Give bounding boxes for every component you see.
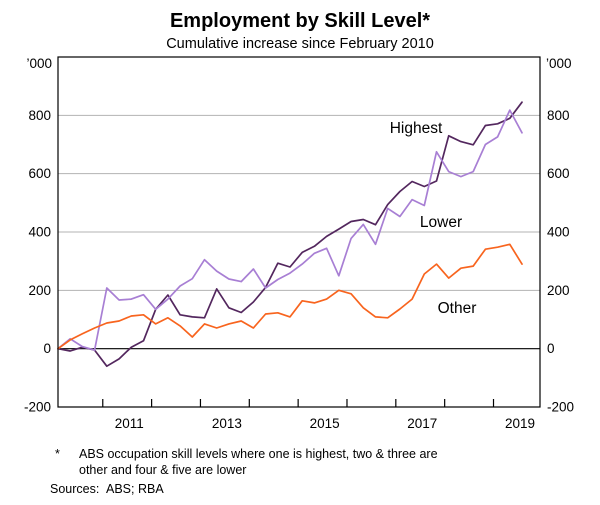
series-labels: Highest Lower Other bbox=[390, 120, 477, 317]
y-tick-label-right--200: -200 bbox=[547, 400, 574, 415]
series-lines bbox=[57, 101, 523, 368]
gridlines bbox=[58, 114, 540, 350]
x-year-label-2015: 2015 bbox=[310, 416, 340, 431]
series-label-lower: Lower bbox=[420, 214, 462, 231]
x-axis-ticks bbox=[102, 399, 495, 407]
y-axis-unit-right: ’000 bbox=[546, 56, 572, 71]
x-year-label-2019: 2019 bbox=[505, 416, 535, 431]
x-year-label-2013: 2013 bbox=[212, 416, 242, 431]
y-tick-label-right-0: 0 bbox=[547, 341, 555, 356]
y-axis-unit-left: ’000 bbox=[26, 56, 52, 71]
x-year-label-2017: 2017 bbox=[407, 416, 437, 431]
plot-frame bbox=[57, 56, 541, 408]
chart-subtitle: Cumulative increase since February 2010 bbox=[166, 36, 434, 52]
series-line-lower bbox=[57, 109, 523, 351]
x-year-label-2011: 2011 bbox=[115, 416, 144, 431]
x-axis-labels: 2011 2013 2015 2017 2019 bbox=[115, 416, 535, 431]
footnote: * ABS occupation skill levels where one … bbox=[50, 447, 438, 496]
sources-label: Sources: bbox=[50, 482, 99, 496]
y-tick-label-left-600: 600 bbox=[28, 166, 51, 181]
y-tick-label-left-200: 200 bbox=[28, 283, 51, 298]
footnote-marker: * bbox=[55, 447, 60, 461]
series-line-other bbox=[57, 243, 523, 350]
footnote-line2: other and four & five are lower bbox=[79, 463, 246, 477]
y-tick-label-right-200: 200 bbox=[547, 283, 570, 298]
y-tick-label-left-0: 0 bbox=[43, 341, 51, 356]
series-label-highest: Highest bbox=[390, 120, 443, 137]
y-axis-labels-right: -200 0 200 400 600 800 bbox=[547, 108, 574, 415]
sources-value: ABS; RBA bbox=[106, 482, 164, 496]
y-tick-label-left-800: 800 bbox=[28, 108, 51, 123]
series-line-highest bbox=[57, 101, 523, 368]
chart-title: Employment by Skill Level* bbox=[170, 10, 430, 32]
footnote-line1: ABS occupation skill levels where one is… bbox=[79, 447, 438, 461]
y-axis-labels-left: -200 0 200 400 600 800 bbox=[24, 108, 51, 415]
y-tick-label-left-400: 400 bbox=[28, 225, 51, 240]
y-tick-label-right-400: 400 bbox=[547, 225, 570, 240]
series-label-other: Other bbox=[438, 300, 477, 317]
y-tick-label-right-600: 600 bbox=[547, 166, 570, 181]
y-tick-label-left--200: -200 bbox=[24, 400, 51, 415]
y-tick-label-right-800: 800 bbox=[547, 108, 570, 123]
